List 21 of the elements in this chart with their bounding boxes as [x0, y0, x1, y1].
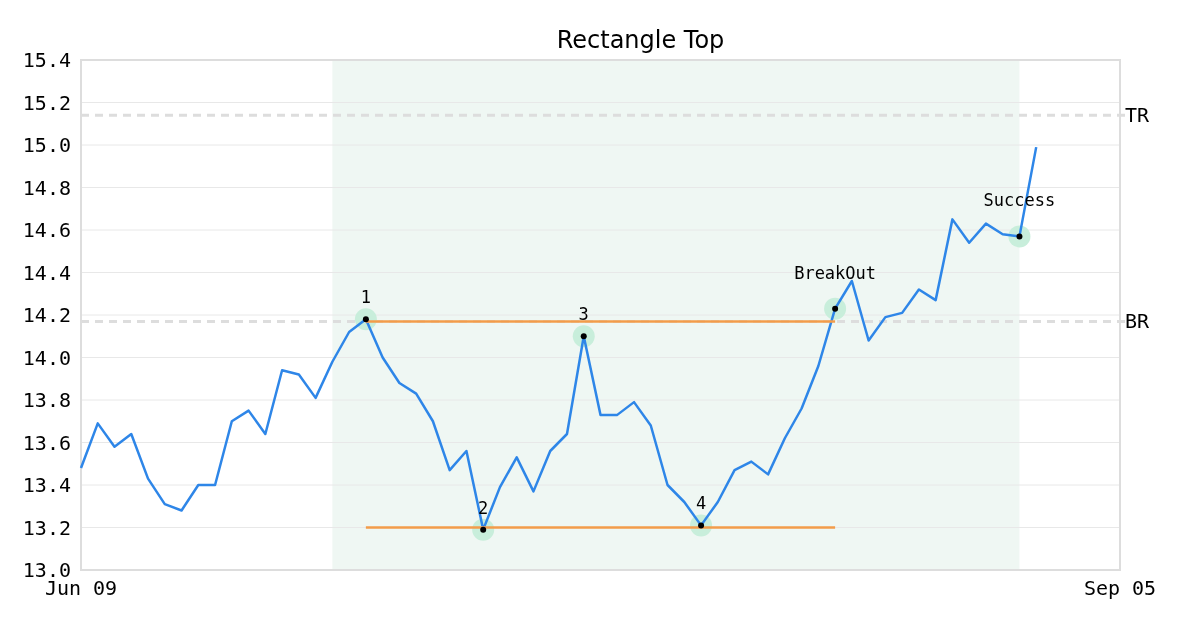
y-tick-label: 14.8	[22, 175, 71, 200]
annotation: 3	[578, 304, 589, 325]
ref-line-label: TR	[1125, 103, 1151, 128]
y-tick-label: 14.4	[22, 260, 71, 285]
y-tick-label: 13.4	[22, 473, 71, 497]
x-tick-label: Sep 05	[1083, 576, 1157, 600]
y-tick-label: 13.8	[22, 388, 71, 412]
chart-title: Rectangle Top	[556, 26, 725, 54]
y-tick-label: 14.2	[22, 303, 71, 327]
y-tick-label: 13.2	[22, 515, 71, 540]
y-tick-label: 15.4	[22, 48, 71, 72]
y-tick-label: 13.6	[22, 430, 71, 455]
ref-line-label: BR	[1125, 309, 1151, 334]
y-tick-label: 15.0	[22, 133, 71, 157]
y-tick-label: 14.0	[22, 345, 71, 370]
y-tick-label: 15.2	[22, 90, 71, 115]
annotation: 1	[360, 287, 372, 308]
annotation: 2	[478, 497, 489, 518]
annotation: BreakOut	[794, 262, 877, 283]
annotation: 4	[695, 493, 707, 514]
y-tick-label: 14.6	[22, 218, 71, 242]
